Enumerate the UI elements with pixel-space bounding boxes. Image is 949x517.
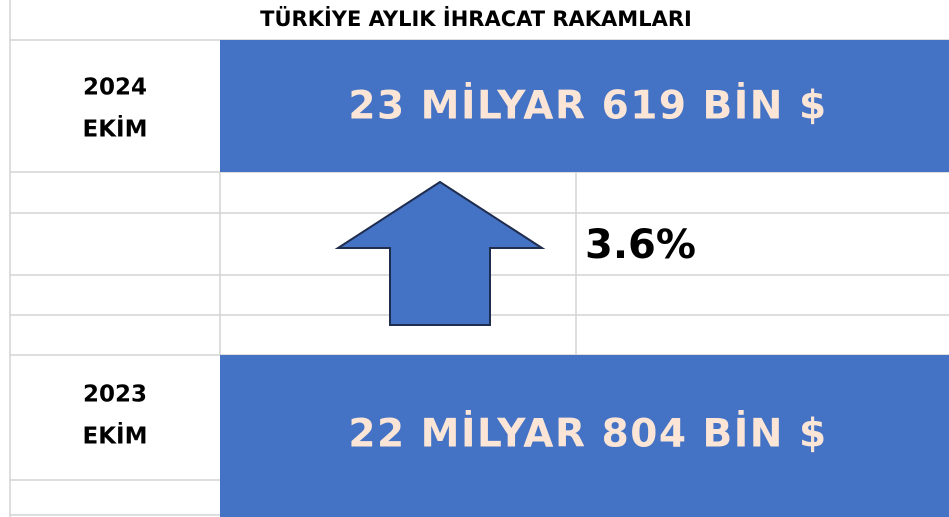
value-text: 22 MİLYAR 804 BİN $ — [348, 410, 827, 457]
up-arrow — [334, 180, 546, 326]
year: 2024 — [83, 75, 147, 101]
value-text: 23 MİLYAR 619 BİN $ — [348, 82, 827, 129]
change-percent: 3.6% — [585, 222, 696, 268]
value-box — [220, 355, 949, 517]
value-box — [220, 40, 949, 172]
year: 2023 — [83, 382, 147, 408]
month: EKİM — [83, 422, 148, 450]
title: TÜRKİYE AYLIK İHRACAT RAKAMLARI — [260, 6, 692, 31]
month: EKİM — [83, 115, 148, 143]
